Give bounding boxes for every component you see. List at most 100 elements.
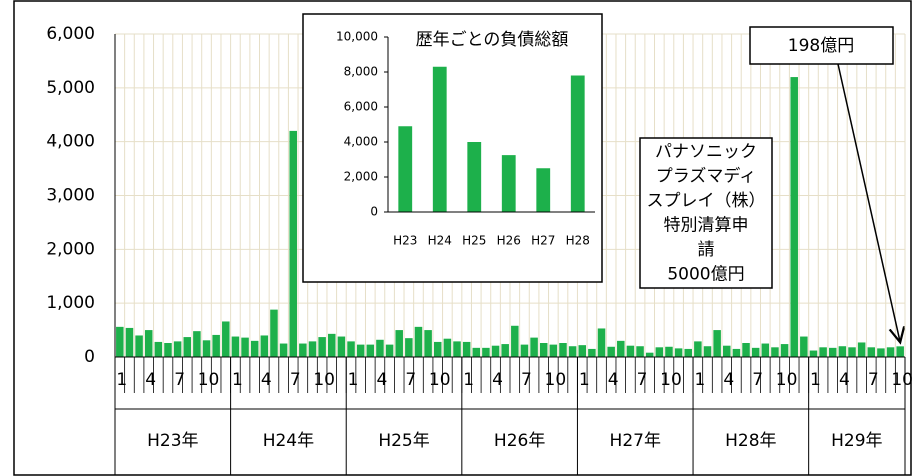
bar xyxy=(144,330,153,357)
bar xyxy=(877,348,885,357)
y-tick-label: 4,000 xyxy=(46,132,95,152)
x-tick-label: 10 xyxy=(429,370,451,390)
bar xyxy=(723,345,731,357)
bar xyxy=(607,346,615,357)
x-tick-label: 7 xyxy=(405,370,416,390)
bar xyxy=(453,341,461,357)
bar xyxy=(713,330,721,357)
x-tick-label: 10 xyxy=(660,370,682,390)
x-tick-label: 4 xyxy=(723,370,734,390)
bar xyxy=(732,348,741,357)
bar xyxy=(385,344,394,357)
bar xyxy=(164,343,172,357)
x-tick-label: 7 xyxy=(521,370,532,390)
bar xyxy=(588,348,596,357)
bar xyxy=(472,347,481,357)
bar xyxy=(568,346,577,357)
y-tick-label: 6,000 xyxy=(46,24,95,44)
callout-label: 198億円 xyxy=(788,36,854,56)
bar xyxy=(501,344,509,357)
bar xyxy=(308,341,317,357)
bar xyxy=(520,344,529,357)
bar xyxy=(250,340,259,357)
x-tick-label: 1 xyxy=(116,370,127,390)
y-tick-label: 0 xyxy=(370,205,378,219)
bar xyxy=(848,347,856,357)
bar xyxy=(896,346,904,357)
annotation-line: プラズマディ xyxy=(656,166,756,187)
bar xyxy=(289,130,297,357)
x-tick-label: 4 xyxy=(261,370,272,390)
bar xyxy=(328,333,336,357)
bar xyxy=(366,344,375,357)
bar xyxy=(645,352,654,357)
bar xyxy=(751,347,760,357)
y-tick-label: 2,000 xyxy=(46,239,95,259)
x-tick-label: 7 xyxy=(174,370,185,390)
bar xyxy=(539,343,548,357)
x-tick-label: 1 xyxy=(810,370,821,390)
bar xyxy=(800,336,808,357)
x-tick-label: 4 xyxy=(492,370,503,390)
y-tick-label: 2,000 xyxy=(344,170,378,184)
bar xyxy=(501,155,516,212)
bar xyxy=(356,344,365,357)
bar xyxy=(125,327,134,357)
bar xyxy=(742,343,750,357)
bar xyxy=(694,341,702,357)
bar xyxy=(636,346,644,357)
bar xyxy=(260,335,269,357)
bar xyxy=(405,338,413,357)
year-label: H23年 xyxy=(147,431,198,451)
bar xyxy=(665,346,673,357)
year-label: H29年 xyxy=(831,431,882,451)
bar xyxy=(318,337,326,357)
bar xyxy=(395,330,403,357)
bar xyxy=(491,345,500,357)
chart-frame xyxy=(13,0,912,476)
bar xyxy=(279,343,288,357)
bar xyxy=(536,168,551,212)
annotation-line: 請 xyxy=(698,240,715,260)
x-tick-label: 4 xyxy=(377,370,388,390)
bar xyxy=(771,347,779,357)
bar xyxy=(790,77,798,358)
x-tick-label: 7 xyxy=(752,370,763,390)
year-label: H27年 xyxy=(610,431,661,451)
y-tick-label: 10,000 xyxy=(336,30,378,44)
bar xyxy=(674,348,683,357)
x-tick-label: H26 xyxy=(497,234,521,248)
year-label: H26年 xyxy=(494,431,545,451)
inset-frame xyxy=(302,13,603,283)
callout-arrow xyxy=(837,63,900,342)
bar xyxy=(819,347,827,357)
x-tick-label: 4 xyxy=(608,370,619,390)
x-tick-label: 10 xyxy=(776,370,798,390)
annotation-box xyxy=(639,137,773,289)
bar xyxy=(511,325,519,357)
bar xyxy=(183,337,192,357)
bar xyxy=(212,334,220,357)
bar xyxy=(432,66,447,212)
bar xyxy=(376,339,384,357)
bar xyxy=(173,341,182,357)
bar xyxy=(886,347,895,357)
bar xyxy=(559,343,567,357)
year-label: H25年 xyxy=(378,431,429,451)
bar xyxy=(299,343,307,357)
y-tick-label: 4,000 xyxy=(344,135,378,149)
bar xyxy=(626,345,635,357)
x-tick-label: 4 xyxy=(145,370,156,390)
y-tick-label: 8,000 xyxy=(344,65,378,79)
year-label: H28年 xyxy=(725,431,776,451)
bar xyxy=(828,347,837,357)
bar xyxy=(337,336,346,357)
x-tick-label: 1 xyxy=(348,370,359,390)
y-tick-label: 3,000 xyxy=(46,186,95,206)
bar xyxy=(398,126,413,212)
bar xyxy=(443,338,452,357)
bar xyxy=(597,328,606,357)
bar xyxy=(857,342,866,357)
x-tick-label: 10 xyxy=(198,370,220,390)
